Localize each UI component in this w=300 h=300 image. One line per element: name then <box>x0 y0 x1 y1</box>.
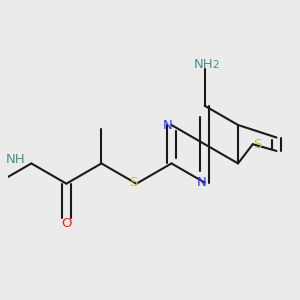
Text: O: O <box>61 217 72 230</box>
Text: NH: NH <box>194 58 213 71</box>
Text: N: N <box>163 118 173 131</box>
Text: S: S <box>129 176 137 189</box>
Text: N: N <box>196 176 206 189</box>
Text: 2: 2 <box>212 60 219 70</box>
Text: NH: NH <box>5 154 25 166</box>
Text: S: S <box>253 138 261 151</box>
